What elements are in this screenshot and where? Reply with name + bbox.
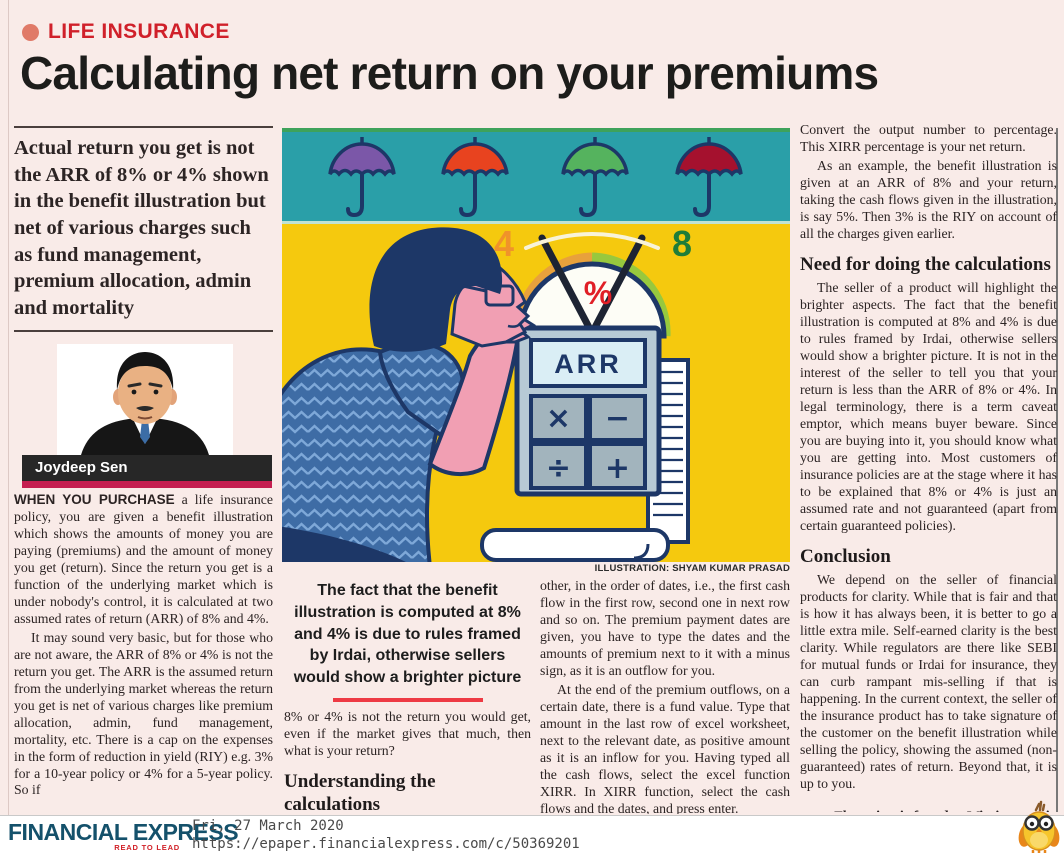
glasses-icon <box>484 284 515 307</box>
divide-button <box>529 442 588 490</box>
article-column-1: WHEN YOU PURCHASE a life insurance polic… <box>14 492 273 814</box>
multiply-button <box>529 394 588 442</box>
gauge-label-8: 8 <box>672 223 692 264</box>
paper-scroll <box>480 528 670 562</box>
subheading-understanding: Understanding the calculations <box>284 770 436 814</box>
portrait-figure <box>81 352 209 455</box>
section-label: LIFE INSURANCE <box>48 20 230 43</box>
epaper-footer: FINANCIAL EXPRESS READ TO LEAD Fri, 27 M… <box>0 815 1064 855</box>
gauge-needle-left <box>538 234 596 337</box>
page-right-rule <box>1056 128 1058 812</box>
standfirst: Actual return you get is not the ARR of … <box>14 126 273 333</box>
pull-quote: The fact that the benefit illustration i… <box>293 582 522 686</box>
read-to-lead-tagline: READ TO LEAD <box>114 843 180 852</box>
lead-in: WHEN YOU PURCHASE <box>14 492 175 507</box>
paragraph: It may sound very basic, but for those w… <box>14 629 273 798</box>
article-column-2: The fact that the benefit illustration i… <box>284 580 531 814</box>
divide-glyph: ÷ <box>546 451 571 486</box>
edition-date: Fri, 27 March 2020 <box>192 818 344 834</box>
gauge-label-4: 4 <box>494 223 514 264</box>
section-bullet-icon <box>22 23 39 41</box>
paragraph: As an example, the benefit illustration … <box>800 157 1057 241</box>
article-illustration: 4 8 % ARR × − ÷ + <box>282 128 790 562</box>
subheading-conclusion: Conclusion <box>800 545 891 567</box>
author-nameplate: Joydeep Sen <box>22 455 272 481</box>
pull-quote-rule <box>332 697 483 702</box>
author-accent-bar <box>22 481 272 488</box>
subheading-need: Need for doing the calculations <box>800 253 1051 275</box>
gauge-swoosh <box>524 232 660 250</box>
man-figure <box>282 227 537 562</box>
paragraph: Convert the output number to percentage.… <box>800 122 1057 154</box>
paragraph: 8% or 4% is not the return you would get… <box>284 708 531 758</box>
minus-glyph: − <box>605 401 630 436</box>
gauge-needle-right <box>588 234 646 337</box>
paragraph: other, in the order of dates, i.e., the … <box>540 578 790 678</box>
financial-express-logo: FINANCIAL EXPRESS <box>8 819 239 845</box>
paragraph: WHEN YOU PURCHASE a life insurance polic… <box>14 492 273 628</box>
paragraph: We depend on the seller of financial pro… <box>800 572 1057 791</box>
minus-button <box>588 394 647 442</box>
author-portrait <box>57 344 233 455</box>
paragraph-text: a life insurance policy, you are given a… <box>14 492 273 626</box>
article-headline: Calculating net return on your premiums <box>20 47 879 99</box>
illustration-credit: ILLUSTRATION: SHYAM KUMAR PRASAD <box>594 563 790 574</box>
section-kicker: LIFE INSURANCE <box>22 20 230 44</box>
date-url-stamp: Fri, 27 March 2020 https://epaper.financ… <box>192 818 580 853</box>
paragraph: At the end of the premium outflows, on a… <box>540 681 790 814</box>
writer-byline: The writer is founder, Wiseinvestor.in <box>800 809 1057 812</box>
epaper-url[interactable]: https://epaper.financialexpress.com/c/50… <box>192 835 580 852</box>
calculator-display <box>529 338 647 388</box>
page-left-rule <box>8 0 9 815</box>
article-column-4: Convert the output number to percentage.… <box>800 122 1057 812</box>
calculator-display-text: ARR <box>554 349 622 379</box>
calculator: ARR × − ÷ + <box>480 325 670 562</box>
paragraph: The seller of a product will highlight t… <box>800 280 1057 533</box>
plus-button <box>588 442 647 490</box>
plus-glyph: + <box>605 451 630 486</box>
owl-mascot-button[interactable] <box>1016 798 1062 853</box>
article-column-3: other, in the order of dates, i.e., the … <box>540 578 790 814</box>
multiply-glyph: × <box>546 401 571 436</box>
gauge-percent-symbol: % <box>584 275 612 311</box>
